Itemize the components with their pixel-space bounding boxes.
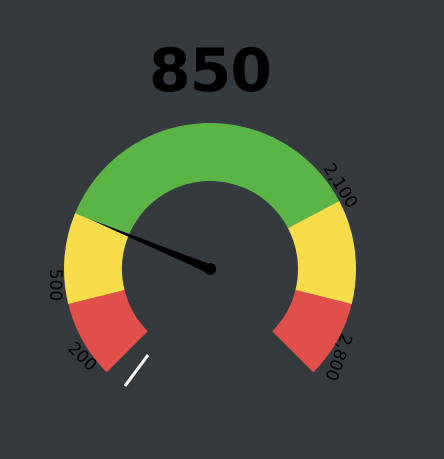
- needle-pointer: [89, 219, 212, 274]
- tick-label-500: 500: [45, 269, 65, 301]
- needle-hub: [204, 263, 216, 275]
- gauge-band-red-high: [272, 290, 352, 373]
- gauge-band-green: [75, 122, 340, 236]
- min-marker: [123, 354, 150, 387]
- gauge-needle: [89, 219, 216, 275]
- gauge-band-yellow-low: [64, 213, 129, 304]
- gauge-band-red-low: [68, 290, 148, 373]
- gauge-band-yellow-high: [287, 201, 357, 304]
- gauge-value: 850: [148, 36, 272, 106]
- gauge-bands: [64, 122, 357, 373]
